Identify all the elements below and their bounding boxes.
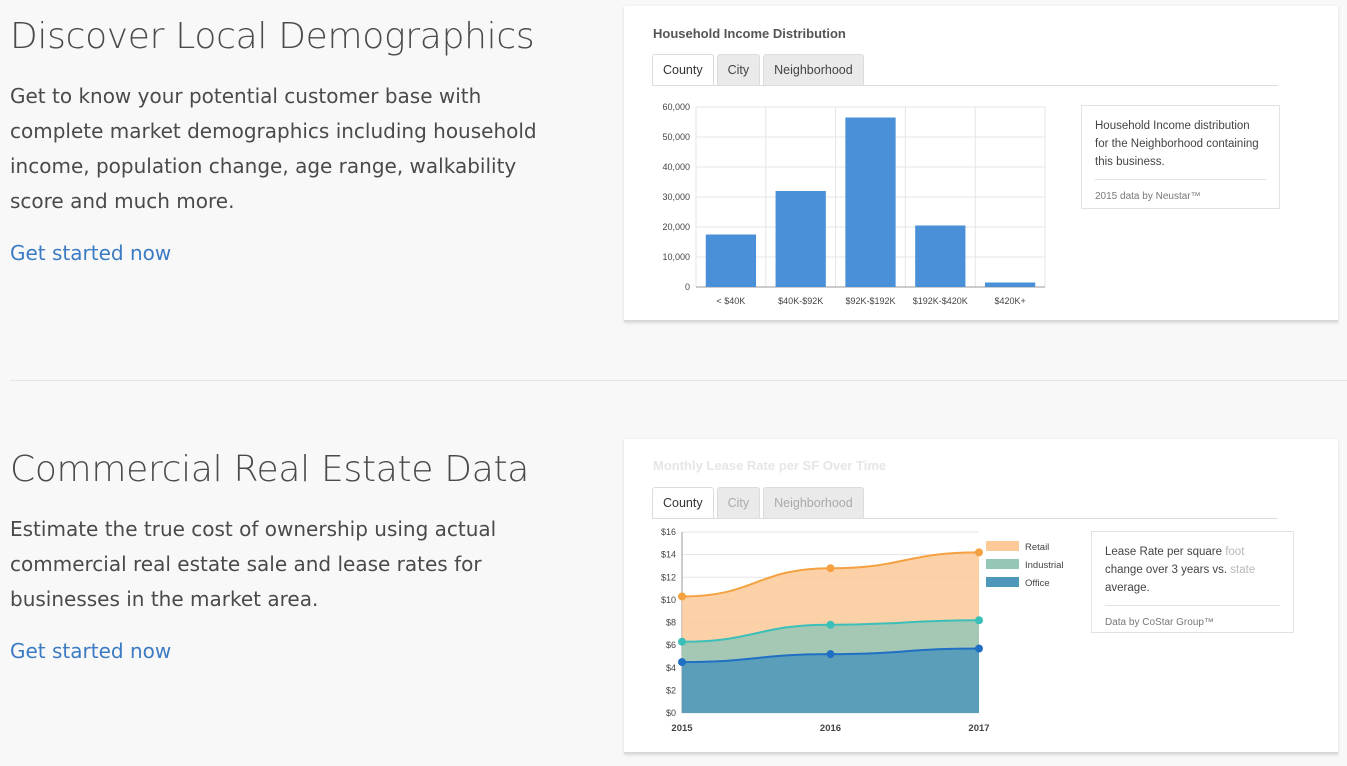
- info-text: Household Income distribution for the Ne…: [1095, 120, 1259, 168]
- bar[interactable]: [845, 117, 896, 288]
- info-box: Household Income distribution for the Ne…: [1081, 105, 1280, 209]
- info-source: Data by CoStar Group™: [1105, 605, 1280, 632]
- bar[interactable]: [984, 282, 1036, 288]
- point-retail[interactable]: [975, 548, 983, 557]
- section-description: Get to know your potential customer base…: [10, 84, 537, 213]
- section-divider: [10, 380, 1347, 381]
- demographics-section: Discover Local Demographics Get to know …: [0, 0, 1347, 380]
- tab-neighborhood[interactable]: Neighborhood: [763, 54, 864, 86]
- y-tick-label: 40,000: [662, 162, 690, 172]
- card-title: Household Income Distribution: [653, 26, 846, 41]
- get-started-link[interactable]: Get started now: [10, 241, 172, 265]
- tab-county[interactable]: County: [652, 487, 714, 519]
- real-estate-text: Commercial Real Estate Data Estimate the…: [10, 449, 570, 663]
- y-tick-label: $12: [661, 572, 676, 582]
- y-tick-label: $14: [661, 550, 676, 560]
- x-tick-label: $420K+: [994, 296, 1025, 306]
- x-tick-label: $40K-$92K: [778, 296, 823, 306]
- x-tick-label: 2016: [820, 723, 841, 734]
- tab-bar: County City Neighborhood: [652, 487, 864, 519]
- tab-city[interactable]: City: [716, 487, 761, 519]
- point-industrial[interactable]: [826, 620, 835, 629]
- info-text-line3: average.: [1105, 582, 1150, 594]
- legend-swatch: [986, 541, 1019, 551]
- section-heading: Discover Local Demographics: [10, 16, 535, 57]
- point-industrial[interactable]: [975, 616, 983, 625]
- real-estate-section: Commercial Real Estate Data Estimate the…: [0, 381, 1347, 766]
- y-tick-label: 30,000: [662, 192, 690, 202]
- bar[interactable]: [915, 225, 966, 288]
- demographics-text: Discover Local Demographics Get to know …: [10, 16, 570, 265]
- lease-area-chart: $0 $2 $4 $6 $8 $10 $12 $14 $16 2015 2016 2017 Retail…: [661, 527, 1064, 734]
- income-chart-card: Household Income Distribution County Cit…: [624, 6, 1338, 322]
- point-retail[interactable]: [826, 564, 835, 573]
- tab-underline: [652, 518, 1278, 519]
- y-tick-label: $6: [666, 640, 676, 650]
- legend-swatch: [986, 559, 1019, 569]
- info-text-fade: foot: [1225, 546, 1245, 558]
- point-office[interactable]: [678, 658, 686, 667]
- legend-swatch: [986, 577, 1019, 587]
- tab-bar: County City Neighborhood: [652, 54, 864, 86]
- x-tick-label: 2015: [671, 723, 693, 734]
- legend-label: Industrial: [1025, 560, 1064, 571]
- y-tick-label: $4: [666, 663, 676, 673]
- y-tick-label: 10,000: [662, 252, 690, 262]
- area-office: [682, 648, 979, 713]
- tab-county[interactable]: County: [652, 54, 714, 86]
- legend-label: Office: [1025, 578, 1050, 589]
- bar[interactable]: [775, 191, 826, 287]
- y-tick-label: $8: [666, 618, 676, 628]
- tab-neighborhood[interactable]: Neighborhood: [763, 487, 864, 519]
- y-tick-label: $10: [661, 595, 676, 605]
- info-text-line2: change over 3 years vs.: [1105, 564, 1228, 576]
- info-text: Lease Rate per square foot change over 3…: [1105, 543, 1280, 597]
- section-description: Estimate the true cost of ownership usin…: [10, 517, 497, 611]
- y-tick-label: 0: [685, 282, 690, 292]
- x-tick-label: $92K-$192K: [845, 296, 895, 306]
- section-heading: Commercial Real Estate Data: [10, 449, 530, 490]
- card-title: Monthly Lease Rate per SF Over Time: [653, 458, 887, 473]
- x-tick-label: $192K-$420K: [913, 296, 968, 306]
- point-industrial[interactable]: [678, 637, 686, 646]
- point-retail[interactable]: [678, 592, 686, 601]
- bar[interactable]: [705, 234, 757, 288]
- x-tick-label: 2017: [968, 723, 989, 734]
- lease-chart-card: Monthly Lease Rate per SF Over Time Coun…: [624, 439, 1338, 754]
- info-text-fade: state: [1230, 564, 1256, 576]
- point-office[interactable]: [826, 650, 835, 659]
- y-tick-label: 50,000: [662, 132, 690, 142]
- x-tick-label: < $40K: [717, 296, 746, 306]
- info-source: 2015 data by Neustar™: [1095, 179, 1266, 206]
- y-tick-label: $2: [666, 685, 676, 695]
- y-tick-label: 20,000: [662, 222, 690, 232]
- y-tick-label: $0: [666, 708, 676, 718]
- tab-underline: [652, 85, 1278, 86]
- point-office[interactable]: [975, 644, 983, 653]
- info-box: Lease Rate per square foot change over 3…: [1091, 531, 1294, 633]
- info-text-main: Lease Rate per square: [1105, 546, 1222, 558]
- get-started-link[interactable]: Get started now: [10, 639, 172, 663]
- tab-city[interactable]: City: [716, 54, 761, 86]
- y-tick-label: $16: [661, 527, 676, 537]
- y-tick-label: 60,000: [662, 102, 690, 112]
- legend-label: Retail: [1025, 542, 1049, 553]
- income-bar-chart: 0 10,000 20,000 30,000 40,000 50,000 60,000 < $…: [662, 102, 1046, 306]
